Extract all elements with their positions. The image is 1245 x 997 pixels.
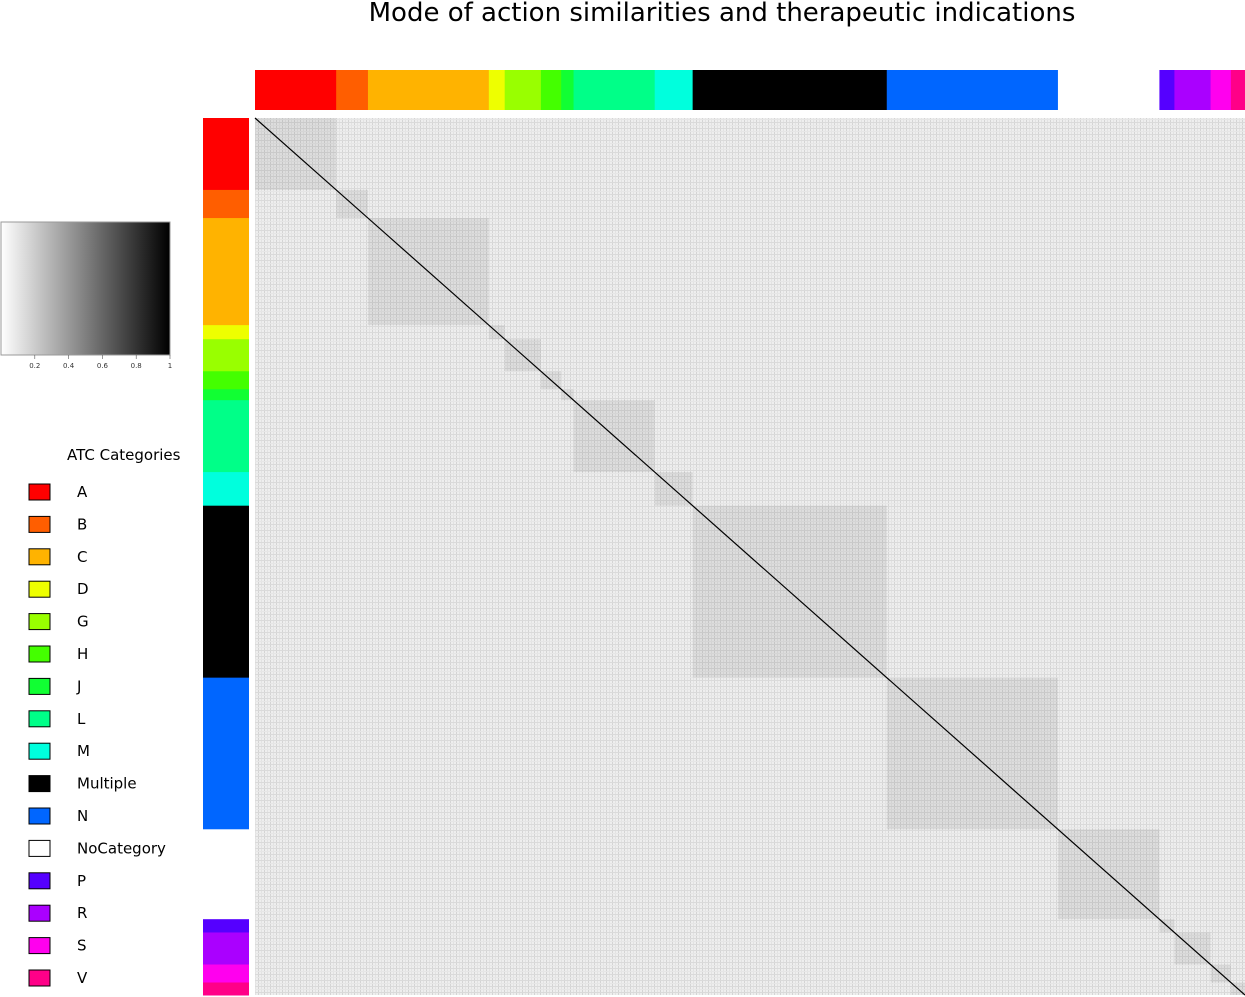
legend-label-g: G bbox=[77, 613, 89, 631]
legend-swatch-multiple bbox=[28, 775, 51, 793]
legend-label-d: D bbox=[77, 580, 89, 598]
left-bar-segment-g bbox=[203, 339, 249, 372]
legend-label-v: V bbox=[77, 969, 88, 987]
legend-swatch-r bbox=[28, 904, 51, 922]
top-category-bar bbox=[255, 70, 1245, 110]
legend-swatch-c bbox=[28, 548, 51, 566]
left-bar-segment-r bbox=[203, 932, 249, 966]
legend-label-a: A bbox=[77, 483, 88, 501]
left-bar-segment-c bbox=[203, 218, 249, 326]
top-bar-segment-g bbox=[504, 70, 542, 110]
legend-swatch-v bbox=[28, 969, 51, 987]
legend-label-l: L bbox=[77, 710, 86, 728]
left-bar-segment-h bbox=[203, 371, 249, 390]
legend-swatch-p bbox=[28, 872, 51, 890]
legend-label-h: H bbox=[77, 645, 88, 663]
left-bar-segment-nocategory bbox=[203, 829, 249, 920]
top-bar-segment-p bbox=[1159, 70, 1175, 110]
scale-tick-label: 1 bbox=[168, 362, 172, 370]
top-bar-segment-c bbox=[367, 70, 490, 110]
top-bar-segment-l bbox=[573, 70, 656, 110]
chart-title: Mode of action similarities and therapeu… bbox=[369, 0, 1076, 28]
left-bar-segment-l bbox=[203, 400, 249, 473]
legend-label-s: S bbox=[77, 937, 87, 955]
left-bar-segment-s bbox=[203, 964, 249, 983]
scale-tick-label: 0.6 bbox=[97, 362, 109, 370]
scale-tick-label: 0.4 bbox=[63, 362, 75, 370]
top-bar-segment-multiple bbox=[692, 70, 888, 110]
top-bar-segment-d bbox=[488, 70, 506, 110]
legend-swatch-a bbox=[28, 483, 51, 501]
scale-tick-label: 0.2 bbox=[29, 362, 40, 370]
similarity-matrix bbox=[254, 117, 1245, 996]
color-scale-key: 0.2 0.4 0.6 0.8 1 bbox=[0, 221, 172, 370]
legend-label-multiple: Multiple bbox=[77, 775, 137, 793]
legend-swatch-n bbox=[28, 807, 51, 825]
left-bar-segment-b bbox=[203, 189, 249, 219]
legend-swatch-m bbox=[28, 742, 51, 760]
left-bar-segment-d bbox=[203, 325, 249, 340]
top-bar-segment-j bbox=[561, 70, 575, 110]
legend-label-j: J bbox=[76, 677, 81, 695]
legend-swatch-b bbox=[28, 515, 51, 533]
left-bar-segment-n bbox=[203, 677, 249, 830]
diagonal-line bbox=[254, 117, 1245, 996]
legend-label-n: N bbox=[77, 807, 88, 825]
legend-swatch-l bbox=[28, 710, 51, 728]
top-bar-segment-v bbox=[1230, 70, 1245, 110]
left-bar-segment-j bbox=[203, 389, 249, 401]
left-category-bar bbox=[203, 118, 249, 996]
legend-swatch-g bbox=[28, 613, 51, 631]
left-bar-segment-a bbox=[203, 118, 249, 191]
top-bar-segment-nocategory bbox=[1057, 70, 1160, 110]
legend-swatch-s bbox=[28, 937, 51, 955]
legend-label-r: R bbox=[77, 904, 87, 922]
legend-swatch-h bbox=[28, 645, 51, 663]
top-bar-segment-b bbox=[336, 70, 369, 110]
legend-label-p: P bbox=[77, 872, 86, 890]
top-bar-segment-r bbox=[1174, 70, 1212, 110]
top-bar-segment-a bbox=[255, 70, 337, 110]
legend-label-c: C bbox=[77, 548, 87, 566]
legend-swatch-j bbox=[28, 677, 51, 695]
legend-swatch-nocategory bbox=[28, 839, 51, 857]
color-scale-ticks: 0.2 0.4 0.6 0.8 1 bbox=[29, 355, 172, 370]
left-bar-segment-v bbox=[203, 982, 249, 996]
legend-label-b: B bbox=[77, 515, 87, 533]
legend-label-m: M bbox=[77, 742, 90, 760]
scale-tick-label: 0.8 bbox=[131, 362, 142, 370]
top-bar-segment-s bbox=[1210, 70, 1232, 110]
left-bar-segment-multiple bbox=[203, 505, 249, 679]
left-bar-segment-p bbox=[203, 919, 249, 933]
top-bar-segment-m bbox=[654, 70, 694, 110]
left-bar-segment-m bbox=[203, 472, 249, 507]
legend-label-nocategory: NoCategory bbox=[77, 839, 166, 857]
top-bar-segment-h bbox=[540, 70, 562, 110]
legend-swatch-d bbox=[28, 580, 51, 598]
legend-title: ATC Categories bbox=[67, 446, 181, 464]
top-bar-segment-n bbox=[886, 70, 1059, 110]
color-scale-bar bbox=[0, 221, 171, 356]
